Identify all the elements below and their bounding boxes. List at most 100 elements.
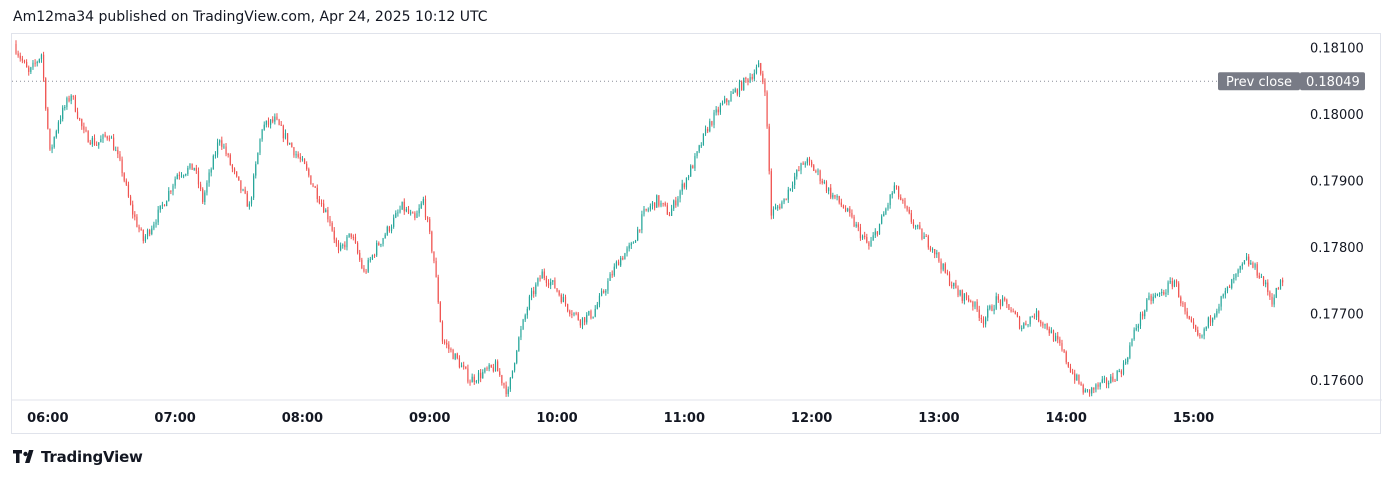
candle-body[interactable]: [734, 89, 736, 93]
candle-body[interactable]: [974, 301, 976, 307]
candle-body[interactable]: [272, 119, 274, 122]
candle-body[interactable]: [927, 236, 929, 248]
candle-body[interactable]: [866, 237, 868, 243]
candle-body[interactable]: [87, 131, 89, 143]
candle-body[interactable]: [45, 78, 47, 109]
candle-body[interactable]: [125, 180, 127, 185]
candle-body[interactable]: [450, 349, 452, 351]
candle-body[interactable]: [199, 184, 202, 189]
candle-body[interactable]: [263, 124, 265, 130]
candle-body[interactable]: [467, 368, 469, 382]
candle-body[interactable]: [662, 202, 664, 204]
candle-body[interactable]: [163, 204, 166, 207]
candle-body[interactable]: [1239, 265, 1241, 270]
candle-body[interactable]: [970, 301, 972, 303]
candle-body[interactable]: [658, 195, 660, 206]
candle-body[interactable]: [1069, 366, 1072, 373]
candle-body[interactable]: [1063, 349, 1065, 352]
candle-body[interactable]: [261, 129, 263, 140]
candle-body[interactable]: [666, 205, 668, 215]
candle-body[interactable]: [193, 168, 195, 170]
candle-body[interactable]: [968, 298, 970, 302]
candle-body[interactable]: [753, 73, 755, 79]
candle-body[interactable]: [473, 376, 475, 382]
candle-body[interactable]: [526, 308, 528, 316]
candle-body[interactable]: [1178, 283, 1180, 298]
candle-body[interactable]: [219, 140, 221, 143]
candle-body[interactable]: [630, 243, 632, 246]
candle-body[interactable]: [910, 213, 912, 222]
candle-body[interactable]: [777, 206, 779, 208]
candle-body[interactable]: [588, 311, 590, 315]
candle-body[interactable]: [567, 304, 569, 311]
candle-body[interactable]: [711, 121, 713, 125]
candle-body[interactable]: [1161, 292, 1163, 294]
candle-body[interactable]: [159, 205, 161, 210]
candle-body[interactable]: [953, 282, 955, 287]
candle-body[interactable]: [293, 147, 295, 156]
candle-body[interactable]: [1055, 335, 1057, 341]
candle-body[interactable]: [1235, 273, 1237, 278]
candle-body[interactable]: [91, 137, 93, 145]
candle-body[interactable]: [791, 185, 794, 189]
candle-body[interactable]: [1131, 339, 1133, 346]
candle-body[interactable]: [399, 209, 401, 213]
candle-body[interactable]: [57, 122, 60, 132]
candle-body[interactable]: [774, 207, 777, 210]
candle-body[interactable]: [1150, 295, 1152, 302]
candle-body[interactable]: [755, 67, 758, 74]
candle-body[interactable]: [1118, 370, 1120, 372]
candle-body[interactable]: [361, 259, 363, 269]
candle-body[interactable]: [397, 212, 399, 214]
candle-body[interactable]: [1254, 264, 1256, 268]
candle-body[interactable]: [980, 317, 982, 320]
candle-body[interactable]: [641, 214, 643, 231]
candle-body[interactable]: [68, 98, 70, 101]
candle-body[interactable]: [607, 280, 609, 291]
candle-body[interactable]: [617, 261, 620, 266]
candle-body[interactable]: [129, 196, 132, 205]
candle-body[interactable]: [443, 341, 446, 343]
candle-body[interactable]: [545, 277, 548, 283]
candle-body[interactable]: [804, 163, 806, 165]
candle-body[interactable]: [940, 261, 942, 270]
candle-body[interactable]: [431, 231, 433, 252]
candle-body[interactable]: [1103, 378, 1106, 380]
candle-body[interactable]: [157, 209, 159, 223]
candle-body[interactable]: [278, 119, 280, 125]
candle-body[interactable]: [978, 309, 980, 318]
candle-body[interactable]: [1027, 324, 1029, 326]
candle-body[interactable]: [584, 317, 586, 323]
candle-body[interactable]: [1228, 286, 1231, 288]
candle-body[interactable]: [1197, 330, 1199, 336]
candle-body[interactable]: [132, 204, 134, 215]
candle-body[interactable]: [1184, 303, 1186, 312]
candle-body[interactable]: [934, 249, 936, 255]
candle-body[interactable]: [480, 372, 482, 379]
candle-body[interactable]: [904, 200, 906, 207]
candle-body[interactable]: [1265, 282, 1267, 285]
candle-body[interactable]: [1277, 288, 1279, 290]
candle-body[interactable]: [15, 43, 17, 54]
candle-body[interactable]: [798, 169, 800, 171]
candle-body[interactable]: [117, 150, 119, 155]
candle-body[interactable]: [747, 79, 749, 82]
candle-body[interactable]: [282, 125, 284, 139]
candle-body[interactable]: [842, 205, 845, 209]
candle-body[interactable]: [482, 372, 484, 379]
candle-body[interactable]: [513, 362, 516, 371]
candle-body[interactable]: [352, 236, 354, 238]
candle-body[interactable]: [34, 62, 36, 64]
candle-body[interactable]: [870, 240, 872, 247]
candle-body[interactable]: [649, 206, 651, 210]
candle-body[interactable]: [654, 202, 656, 208]
candle-body[interactable]: [738, 82, 741, 95]
candle-body[interactable]: [1146, 299, 1148, 311]
candle-body[interactable]: [301, 158, 304, 160]
candle-body[interactable]: [1190, 319, 1193, 322]
candle-body[interactable]: [229, 154, 231, 165]
candle-body[interactable]: [382, 238, 384, 244]
candle-body[interactable]: [248, 203, 250, 207]
candle-body[interactable]: [1016, 313, 1019, 317]
candle-body[interactable]: [1237, 269, 1239, 274]
